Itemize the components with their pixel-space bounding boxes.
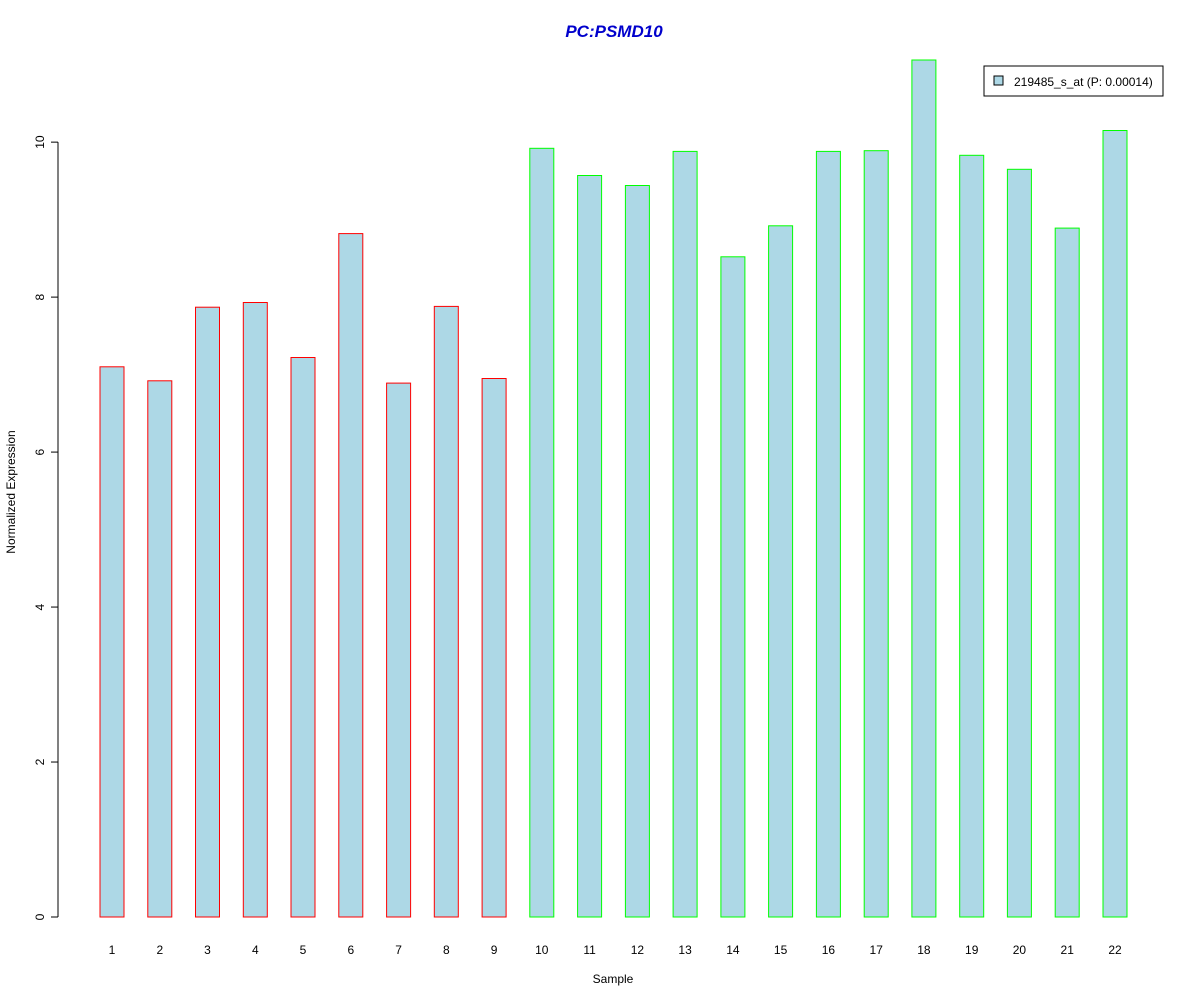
x-tick-label: 13 bbox=[678, 943, 692, 957]
bar-sample-14 bbox=[720, 256, 746, 918]
x-axis-label: Sample bbox=[593, 972, 634, 986]
x-tick-label: 8 bbox=[443, 943, 450, 957]
x-tick-label: 5 bbox=[300, 943, 307, 957]
x-tick-label: 1 bbox=[109, 943, 116, 957]
bars-group bbox=[99, 59, 1128, 918]
bar-sample-18 bbox=[911, 59, 937, 918]
y-axis-label: Normalized Expression bbox=[4, 430, 18, 553]
y-axis: 0 2 4 6 8 10 bbox=[33, 135, 59, 920]
y-tick-label: 6 bbox=[33, 448, 47, 455]
x-axis: 1 2 3 4 5 6 7 8 9 10 11 12 13 14 15 16 17 18 19 20 21 22 bbox=[109, 943, 1122, 957]
x-tick-label: 9 bbox=[491, 943, 498, 957]
bar-sample-11 bbox=[577, 175, 603, 918]
legend: 219485_s_at (P: 0.00014) bbox=[983, 65, 1164, 97]
x-tick-label: 17 bbox=[870, 943, 884, 957]
bar-sample-8 bbox=[433, 305, 459, 918]
bar-sample-2 bbox=[147, 380, 173, 918]
bar-sample-17 bbox=[863, 150, 889, 918]
x-tick-label: 18 bbox=[917, 943, 931, 957]
bar-sample-19 bbox=[959, 154, 985, 918]
legend-box bbox=[983, 65, 1164, 97]
bar-sample-4 bbox=[242, 302, 268, 918]
x-tick-label: 11 bbox=[583, 943, 596, 957]
y-tick-label: 0 bbox=[33, 913, 47, 920]
bar-sample-3 bbox=[195, 306, 220, 918]
x-tick-label: 20 bbox=[1013, 943, 1027, 957]
bar-sample-15 bbox=[768, 225, 794, 918]
bar-sample-21 bbox=[1054, 227, 1080, 918]
chart-title: PC:PSMD10 bbox=[565, 22, 663, 41]
legend-swatch bbox=[993, 75, 1004, 86]
y-tick-label: 4 bbox=[33, 603, 47, 610]
y-tick-label: 10 bbox=[33, 135, 47, 149]
x-tick-label: 12 bbox=[631, 943, 645, 957]
bar-sample-7 bbox=[386, 382, 412, 918]
x-tick-label: 2 bbox=[156, 943, 163, 957]
bar-sample-5 bbox=[290, 357, 316, 918]
x-tick-label: 7 bbox=[395, 943, 402, 957]
x-tick-label: 14 bbox=[726, 943, 740, 957]
x-tick-label: 21 bbox=[1061, 943, 1075, 957]
bar-sample-22 bbox=[1102, 130, 1128, 918]
x-tick-label: 10 bbox=[535, 943, 549, 957]
legend-entry: 219485_s_at (P: 0.00014) bbox=[1014, 75, 1153, 89]
x-tick-label: 15 bbox=[774, 943, 788, 957]
bar-sample-9 bbox=[481, 378, 507, 918]
y-tick-label: 8 bbox=[33, 293, 47, 300]
bar-sample-13 bbox=[672, 150, 698, 918]
bar-sample-1 bbox=[99, 366, 125, 918]
y-tick-label: 2 bbox=[33, 758, 47, 765]
bar-sample-20 bbox=[1006, 168, 1032, 918]
x-tick-label: 16 bbox=[822, 943, 836, 957]
bar-sample-10 bbox=[529, 147, 555, 918]
x-tick-label: 22 bbox=[1108, 943, 1122, 957]
x-tick-label: 19 bbox=[965, 943, 979, 957]
bar-sample-12 bbox=[624, 185, 650, 918]
bar-sample-16 bbox=[815, 150, 841, 918]
bar-sample-6 bbox=[338, 233, 364, 918]
x-tick-label: 3 bbox=[204, 943, 211, 957]
x-tick-label: 6 bbox=[347, 943, 354, 957]
x-tick-label: 4 bbox=[252, 943, 259, 957]
